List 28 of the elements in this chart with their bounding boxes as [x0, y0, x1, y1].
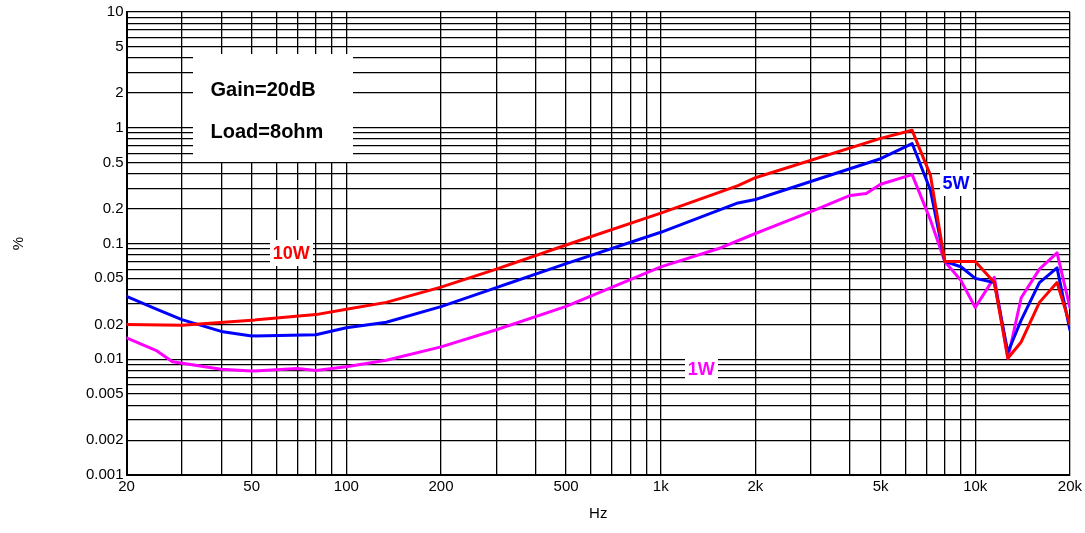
x-tick-label: 500: [553, 477, 579, 495]
y-tick-label: 0.1: [102, 233, 124, 251]
y-tick-label: 0.5: [102, 152, 124, 170]
y-tick-label: 2: [115, 83, 124, 101]
x-tick-label: 5k: [872, 477, 890, 495]
y-tick-label: 0.005: [85, 384, 124, 402]
x-tick-label: 200: [428, 477, 454, 495]
annotation: Load=8ohm: [210, 118, 324, 144]
y-axis-title: %: [9, 236, 27, 251]
text: 1W: [684, 355, 718, 382]
y-tick-label: 0.02: [94, 314, 124, 332]
x-tick-label: 2k: [747, 477, 764, 495]
x-tick-label: 50: [243, 477, 261, 495]
y-tick-label: 10: [106, 2, 124, 20]
y-tick-label: 0.2: [102, 198, 124, 216]
x-tick-label: 1k: [652, 477, 670, 495]
x-axis-title: Hz: [589, 504, 608, 522]
y-tick-label: 0.01: [94, 349, 124, 367]
y-tick-label: 0.05: [94, 268, 124, 286]
text: 10W: [269, 239, 313, 266]
x-tick-label: 10k: [963, 477, 988, 495]
annotation: Gain=20dB: [210, 76, 317, 102]
series-label: 5W: [939, 170, 973, 197]
x-tick-label: 100: [333, 477, 359, 495]
x-tick-label: 20k: [1057, 477, 1083, 495]
y-tick-label: 1: [115, 117, 124, 135]
y-tick-label: 0.002: [85, 430, 124, 448]
y-tick-label: 5: [115, 36, 124, 54]
